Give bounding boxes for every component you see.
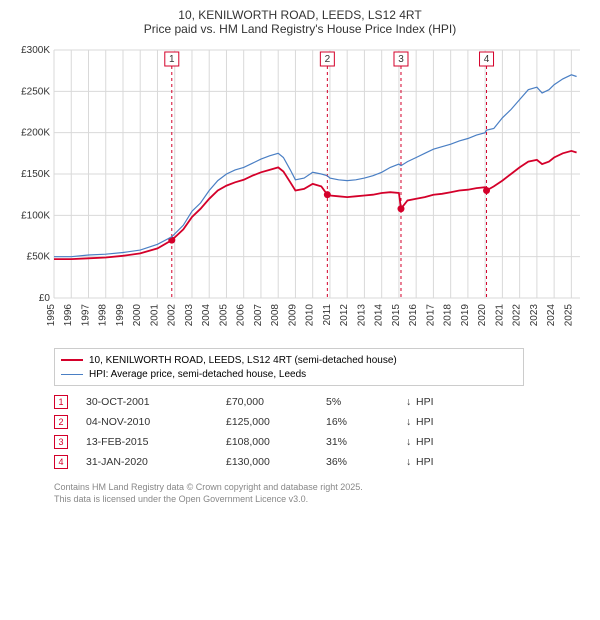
x-axis-label: 2007: [253, 304, 264, 327]
y-axis-label: £150K: [21, 169, 50, 180]
transaction-marker-box: 1: [54, 395, 68, 409]
transaction-row: 2 04-NOV-2010£125,00016%↓HPI: [54, 412, 590, 432]
footer-attribution: Contains HM Land Registry data © Crown c…: [54, 482, 590, 505]
x-axis-label: 1999: [115, 304, 126, 327]
x-axis-label: 2020: [477, 304, 488, 327]
x-axis-label: 2022: [512, 304, 523, 327]
transaction-row: 1 30-OCT-2001£70,0005%↓HPI: [54, 392, 590, 412]
x-axis-label: 1997: [80, 304, 91, 327]
x-axis-label: 1995: [46, 304, 57, 327]
marker-label: 1: [169, 54, 175, 65]
transaction-price: £108,000: [226, 436, 326, 448]
transaction-marker-box: 2: [54, 415, 68, 429]
down-arrow-icon: ↓: [406, 396, 416, 408]
title-line2: Price paid vs. HM Land Registry's House …: [10, 22, 590, 36]
footer-line2: This data is licensed under the Open Gov…: [54, 494, 590, 506]
transaction-price: £70,000: [226, 396, 326, 408]
transaction-diff: 36%: [326, 456, 406, 468]
x-axis-label: 2016: [408, 304, 419, 327]
x-axis-label: 2011: [322, 304, 333, 326]
x-axis-label: 1996: [63, 304, 74, 327]
transaction-marker-box: 3: [54, 435, 68, 449]
transaction-date: 31-JAN-2020: [86, 456, 226, 468]
transaction-diff: 31%: [326, 436, 406, 448]
x-axis-label: 2023: [529, 304, 540, 327]
y-axis-label: £250K: [21, 86, 50, 97]
transactions-table: 130-OCT-2001£70,0005%↓HPI204-NOV-2010£12…: [54, 392, 590, 472]
x-axis-label: 2009: [287, 304, 298, 327]
x-axis-label: 2010: [305, 304, 316, 327]
x-axis-label: 2008: [270, 304, 281, 327]
transaction-marker-box: 4: [54, 455, 68, 469]
x-axis-label: 2003: [184, 304, 195, 327]
line-chart-svg: £0 £50K £100K £150K £200K £250K £300K 1995 1996 1…: [10, 42, 590, 342]
transaction-diff: 5%: [326, 396, 406, 408]
down-arrow-icon: ↓: [406, 436, 416, 448]
x-axis-label: 2021: [494, 304, 505, 327]
legend-swatch: [61, 374, 83, 375]
x-axis-label: 2000: [132, 304, 143, 327]
footer-line1: Contains HM Land Registry data © Crown c…: [54, 482, 590, 494]
transaction-row: 4 31-JAN-2020£130,00036%↓HPI: [54, 452, 590, 472]
transaction-vs: HPI: [416, 396, 446, 408]
down-arrow-icon: ↓: [406, 456, 416, 468]
legend-swatch: [61, 359, 83, 361]
transaction-date: 04-NOV-2010: [86, 416, 226, 428]
x-axis-label: 2004: [201, 304, 212, 327]
legend: 10, KENILWORTH ROAD, LEEDS, LS12 4RT (se…: [54, 348, 524, 386]
x-axis-label: 2024: [546, 304, 557, 327]
transaction-vs: HPI: [416, 416, 446, 428]
transaction-price: £130,000: [226, 456, 326, 468]
legend-item: 10, KENILWORTH ROAD, LEEDS, LS12 4RT (se…: [61, 353, 517, 367]
transaction-diff: 16%: [326, 416, 406, 428]
chart-area: £0 £50K £100K £150K £200K £250K £300K 1995 1996 1…: [10, 42, 590, 342]
transaction-row: 3 13-FEB-2015£108,00031%↓HPI: [54, 432, 590, 452]
x-axis-label: 1998: [98, 304, 109, 327]
x-axis-label: 2012: [339, 304, 350, 327]
y-axis-label: £300K: [21, 45, 50, 56]
transaction-vs: HPI: [416, 456, 446, 468]
x-axis-label: 2002: [167, 304, 178, 327]
chart-title: 10, KENILWORTH ROAD, LEEDS, LS12 4RT Pri…: [10, 8, 590, 36]
y-axis-label: £100K: [21, 210, 50, 221]
transaction-date: 30-OCT-2001: [86, 396, 226, 408]
transaction-price: £125,000: [226, 416, 326, 428]
x-axis-label: 2013: [356, 304, 367, 327]
legend-label: 10, KENILWORTH ROAD, LEEDS, LS12 4RT (se…: [89, 355, 397, 366]
y-axis-label: £200K: [21, 128, 50, 139]
x-axis-label: 2019: [460, 304, 471, 327]
legend-label: HPI: Average price, semi-detached house,…: [89, 369, 306, 380]
x-axis-label: 2017: [425, 304, 436, 327]
transaction-date: 13-FEB-2015: [86, 436, 226, 448]
x-axis-label: 2006: [236, 304, 247, 327]
x-axis-label: 2005: [218, 304, 229, 327]
title-line1: 10, KENILWORTH ROAD, LEEDS, LS12 4RT: [10, 8, 590, 22]
x-axis-label: 2018: [443, 304, 454, 327]
legend-item: HPI: Average price, semi-detached house,…: [61, 367, 517, 381]
x-axis-label: 2015: [391, 304, 402, 327]
marker-label: 4: [484, 54, 490, 65]
transaction-vs: HPI: [416, 436, 446, 448]
y-axis-label: £50K: [27, 252, 51, 263]
x-axis-label: 2014: [374, 304, 385, 327]
x-axis-label: 2001: [149, 304, 160, 327]
x-axis-label: 2025: [563, 304, 574, 327]
marker-label: 3: [398, 54, 404, 65]
down-arrow-icon: ↓: [406, 416, 416, 428]
y-axis-label: £0: [39, 293, 51, 304]
marker-label: 2: [325, 54, 331, 65]
